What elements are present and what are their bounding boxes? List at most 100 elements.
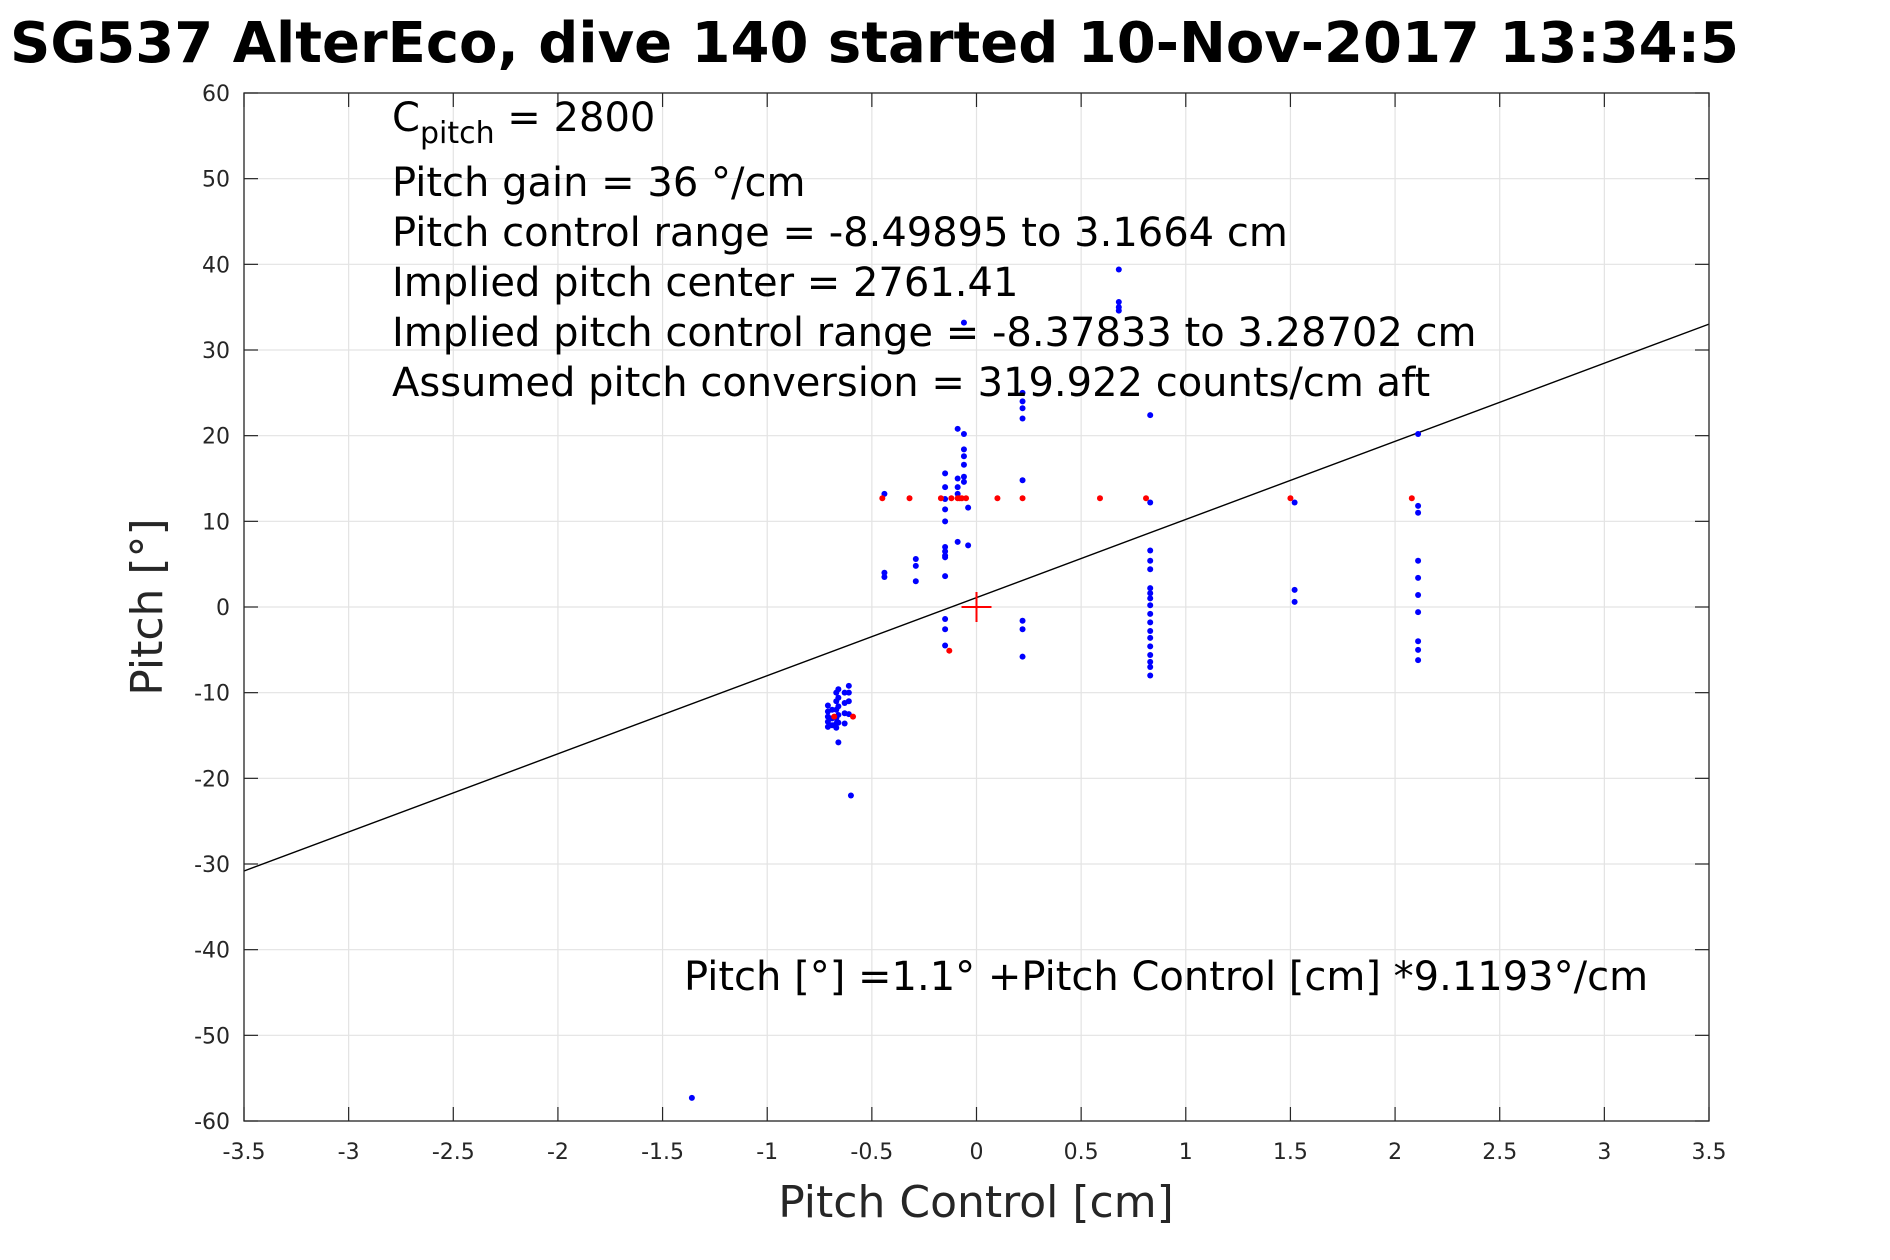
data-point	[841, 720, 848, 727]
data-point	[831, 713, 838, 720]
x-tick-label: 3	[1597, 1140, 1611, 1165]
data-point	[942, 642, 949, 649]
data-point	[912, 562, 919, 569]
data-point	[1019, 415, 1026, 422]
data-point	[1415, 502, 1422, 509]
data-point	[960, 473, 967, 480]
data-point	[1147, 672, 1154, 679]
data-point	[845, 682, 852, 689]
center-marker-group	[961, 592, 992, 622]
y-tick-label: 50	[202, 168, 230, 193]
data-point	[835, 694, 842, 701]
data-point	[942, 484, 949, 491]
data-point	[1147, 610, 1154, 617]
y-axis-label: Pitch [°]	[122, 518, 173, 695]
data-point	[1019, 389, 1026, 396]
data-point	[1415, 646, 1422, 653]
data-point	[1147, 643, 1154, 650]
y-tick-label: -30	[194, 853, 230, 878]
data-point	[954, 475, 961, 482]
y-tick-label: 20	[202, 425, 230, 450]
data-point	[994, 495, 1001, 502]
y-tick-label: -60	[194, 1110, 230, 1135]
data-point	[1415, 657, 1422, 664]
data-point	[942, 548, 949, 555]
data-point	[1147, 566, 1154, 573]
x-tick-label: 0.5	[1064, 1140, 1099, 1165]
data-point	[965, 504, 972, 511]
data-point	[1147, 602, 1154, 609]
data-point	[1415, 557, 1422, 564]
data-point	[958, 495, 965, 502]
data-point	[942, 573, 949, 580]
x-tick-label: -3.5	[223, 1140, 266, 1165]
data-point	[1147, 557, 1154, 564]
data-point	[960, 478, 967, 485]
data-point	[1408, 495, 1415, 502]
data-point	[1147, 651, 1154, 658]
data-point	[824, 718, 831, 725]
data-point	[835, 703, 842, 710]
x-tick-label: -1.5	[641, 1140, 684, 1165]
data-point	[845, 698, 852, 705]
data-point	[912, 556, 919, 563]
data-point	[1147, 585, 1154, 592]
data-point	[965, 542, 972, 549]
data-point	[1019, 477, 1026, 484]
data-point	[946, 647, 953, 654]
data-point	[881, 569, 888, 576]
data-point	[1143, 495, 1150, 502]
data-point	[1096, 495, 1103, 502]
data-point	[847, 792, 854, 799]
x-tick-label: 2	[1388, 1140, 1402, 1165]
x-tick-label: -3	[338, 1140, 360, 1165]
y-tick-label: -50	[194, 1024, 230, 1049]
implied-center-annotation: Implied pitch center = 2761.41	[392, 260, 1018, 306]
data-point	[948, 495, 955, 502]
c-pitch-main: C	[392, 95, 420, 141]
x-axis-label: Pitch Control [cm]	[778, 1177, 1174, 1228]
data-point	[942, 626, 949, 633]
data-point	[960, 461, 967, 468]
data-point	[954, 538, 961, 545]
data-point	[824, 702, 831, 709]
c-pitch-annotation: Cpitch = 2800	[392, 95, 655, 151]
data-point	[1147, 595, 1154, 602]
data-point	[942, 544, 949, 551]
data-point	[841, 689, 848, 696]
data-point	[1115, 266, 1122, 273]
data-point	[1115, 307, 1122, 314]
c-pitch-subscript: pitch	[420, 116, 495, 151]
data-point	[1147, 627, 1154, 634]
data-point	[1019, 405, 1026, 412]
data-point	[879, 495, 886, 502]
data-point	[1147, 499, 1154, 506]
data-point	[1147, 634, 1154, 641]
data-point	[1019, 398, 1026, 405]
data-point	[954, 484, 961, 491]
data-point	[960, 446, 967, 453]
x-tick-label: 1.5	[1273, 1140, 1308, 1165]
data-point	[1019, 653, 1026, 660]
y-tick-label: -10	[194, 682, 230, 707]
data-point	[1415, 638, 1422, 645]
data-point	[1115, 299, 1122, 306]
data-point	[835, 686, 842, 693]
y-tick-label: -40	[194, 939, 230, 964]
x-tick-label: 1	[1179, 1140, 1193, 1165]
data-point	[942, 554, 949, 561]
c-pitch-value: = 2800	[495, 95, 656, 141]
y-tick-label: 10	[202, 510, 230, 535]
data-point	[845, 689, 852, 696]
assumed-conversion-annotation: Assumed pitch conversion = 319.922 count…	[392, 360, 1430, 406]
data-point	[942, 506, 949, 513]
data-point	[829, 706, 836, 713]
chart-title: SG537 AlterEco, dive 140 started 10-Nov-…	[10, 11, 1739, 76]
x-tick-label: -1	[756, 1140, 778, 1165]
x-tick-label: -2.5	[432, 1140, 475, 1165]
data-point	[1415, 430, 1422, 437]
data-point	[833, 724, 840, 731]
data-point	[881, 574, 888, 581]
data-point	[942, 615, 949, 622]
